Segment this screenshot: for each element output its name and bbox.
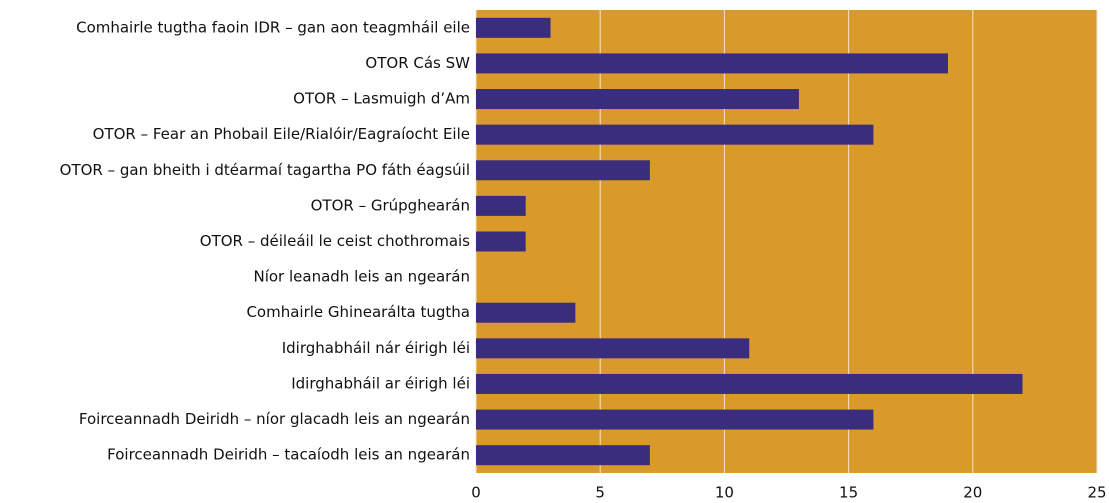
y-tick-label: OTOR Cás SW bbox=[365, 54, 470, 72]
y-tick-label: Níor leanadh leis an ngearán bbox=[253, 268, 470, 286]
x-tick-label: 10 bbox=[715, 484, 734, 502]
y-tick-label: Foirceannadh Deiridh – tacaíodh leis an … bbox=[107, 446, 470, 464]
bar bbox=[476, 89, 799, 110]
bar bbox=[476, 53, 948, 74]
y-tick-label: OTOR – Fear an Phobail Eile/Rialóir/Eagr… bbox=[93, 125, 470, 143]
y-tick-label: OTOR – Grúpghearán bbox=[311, 196, 470, 214]
y-tick-label: Comhairle Ghinearálta tugtha bbox=[246, 303, 470, 321]
y-tick-label: OTOR – Lasmuigh d’Am bbox=[293, 90, 470, 108]
x-tick-label: 5 bbox=[595, 484, 605, 502]
x-tick-label: 25 bbox=[1087, 484, 1106, 502]
bar bbox=[476, 124, 874, 145]
y-tick-label: Idirghabháil ar éirigh léi bbox=[291, 374, 470, 392]
y-tick-label: Foirceannadh Deiridh – níor glacadh leis… bbox=[79, 410, 470, 428]
x-tick-label: 0 bbox=[471, 484, 481, 502]
bar bbox=[476, 409, 874, 430]
bar bbox=[476, 445, 650, 466]
plot-background bbox=[476, 10, 1097, 473]
bar bbox=[476, 160, 650, 181]
bar bbox=[476, 373, 1023, 394]
bar bbox=[476, 17, 551, 38]
y-tick-label: Idirghabháil nár éirigh léi bbox=[282, 339, 470, 357]
y-tick-label: Comhairle tugtha faoin IDR – gan aon tea… bbox=[76, 18, 470, 36]
bar bbox=[476, 231, 526, 252]
x-tick-label: 15 bbox=[839, 484, 858, 502]
y-tick-label: OTOR – gan bheith i dtéarmaí tagartha PO… bbox=[60, 161, 470, 179]
x-tick-label: 20 bbox=[963, 484, 982, 502]
bar bbox=[476, 338, 750, 359]
bar bbox=[476, 302, 576, 323]
y-tick-label: OTOR – déileáil le ceist chothromais bbox=[200, 232, 470, 250]
bar bbox=[476, 195, 526, 216]
